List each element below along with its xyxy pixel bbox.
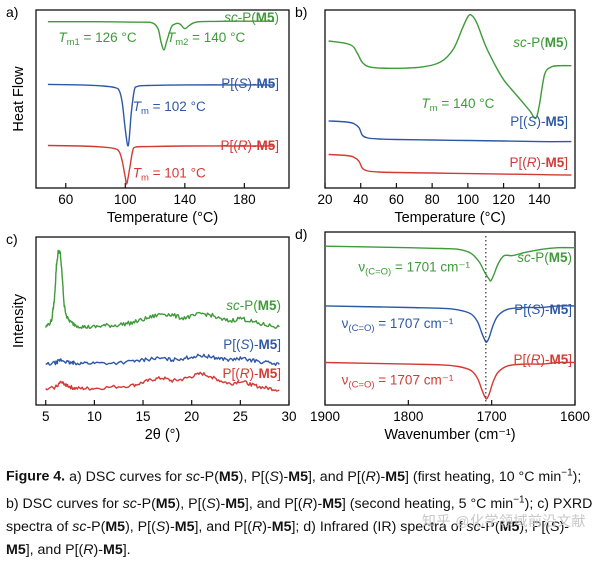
x-tick-label: 40: [353, 192, 368, 207]
annotation: Tm1 = 126 °C: [58, 30, 137, 48]
x-tick-label: 25: [233, 409, 248, 424]
annotation: ν(C=O) = 1701 cm⁻¹: [358, 259, 470, 277]
x-tick-label: 20: [317, 192, 332, 207]
x-tick-label: 15: [136, 409, 151, 424]
series-line-red: [324, 361, 576, 400]
series-line-blue: [324, 305, 576, 343]
x-tick-label: 1600: [560, 409, 590, 424]
legend-label-green: sc-P(M5): [513, 35, 568, 50]
annotation: Tm = 101 °C: [133, 165, 206, 183]
series-line-blue: [47, 83, 275, 147]
x-axis-label: Temperature (°C): [394, 210, 505, 226]
series-line-green: [47, 20, 275, 51]
panel-a: a) 60 100 140 180 Temperature (°C) Heat Flow sc…: [6, 4, 290, 226]
panel-c: c) 5 10 15 20 25 30 2θ (°) Intensity sc-P(M5) P[(S…: [6, 231, 297, 443]
legend-label-green: sc-P(M5): [224, 10, 279, 25]
x-tick-label: 30: [281, 409, 296, 424]
legend-label-blue: P[(S)-M5]: [510, 114, 568, 129]
series-line-green: [45, 249, 280, 330]
plot-frame: [35, 236, 290, 406]
panel-label: d): [295, 226, 307, 242]
panel-label: a): [6, 4, 18, 20]
x-tick-label: 5: [42, 409, 50, 424]
annotation: Tm = 140 °C: [421, 96, 494, 114]
series-line-blue: [328, 120, 572, 143]
annotation: Tm2 = 140 °C: [167, 30, 246, 48]
caption-text: a) DSC curves for sc-P(M5), P[(S)-M5], a…: [6, 467, 593, 559]
x-axis-label: Wavenumber (cm⁻¹): [384, 427, 515, 443]
legend-label-red: P[(R)-M5]: [509, 155, 568, 170]
legend-label-blue: P[(S)-M5]: [223, 337, 281, 352]
legend-label-blue: P[(S)-M5]: [514, 302, 572, 317]
panel-b: b) 20 40 60 80 100 120 140 Temperature (°C) sc-P(…: [295, 4, 576, 226]
plot-frame: [324, 231, 576, 406]
panel-label: c): [6, 231, 18, 247]
annotation: Tm = 102 °C: [133, 99, 206, 117]
x-tick-label: 20: [184, 409, 199, 424]
panel-label: b): [295, 4, 307, 20]
x-tick-label: 80: [425, 192, 440, 207]
x-tick-label: 100: [114, 192, 137, 207]
x-axis-label: Temperature (°C): [107, 210, 218, 226]
y-axis-label: Heat Flow: [11, 66, 27, 132]
annotation: ν(C=O) = 1707 cm⁻¹: [342, 316, 454, 334]
x-tick-label: 180: [233, 192, 256, 207]
annotation: ν(C=O) = 1707 cm⁻¹: [342, 373, 454, 391]
series-line-blue: [45, 353, 280, 367]
legend-label-blue: P[(S)-M5]: [221, 76, 279, 91]
legend-label-green: sc-P(M5): [517, 250, 572, 265]
x-tick-label: 1700: [477, 409, 507, 424]
x-tick-label: 120: [492, 192, 515, 207]
x-tick-label: 140: [174, 192, 197, 207]
x-tick-label: 100: [457, 192, 480, 207]
figure-caption: Figure 4. a) DSC curves for sc-P(M5), P[…: [6, 461, 594, 562]
legend-label-red: P[(R)-M5]: [220, 138, 279, 153]
x-tick-label: 140: [528, 192, 551, 207]
watermark: 知乎 @化学领域前沿文献: [421, 513, 586, 529]
series-line-red: [45, 371, 280, 392]
y-axis-label: Intensity: [11, 293, 27, 348]
x-axis-label: 2θ (°): [145, 427, 181, 443]
plot-frame: [324, 9, 576, 189]
legend-label-green: sc-P(M5): [226, 298, 281, 313]
panel-d: d) 1900 1800 1700 1600 Wavenumber (cm⁻¹) sc-P(…: [295, 226, 590, 443]
plot-frame: [35, 9, 290, 189]
series-line-red: [47, 144, 275, 185]
series-line-green: [328, 13, 572, 120]
series-line-red: [328, 153, 572, 176]
x-tick-label: 60: [389, 192, 404, 207]
legend-label-red: P[(R)-M5]: [513, 352, 572, 367]
x-tick-label: 60: [58, 192, 73, 207]
figure-canvas: a) 60 100 140 180 Temperature (°C) Heat Flow sc…: [6, 4, 590, 443]
series-line-green: [324, 245, 576, 282]
x-tick-label: 1800: [393, 409, 423, 424]
legend-label-red: P[(R)-M5]: [222, 366, 281, 381]
caption-label: Figure 4.: [6, 468, 66, 485]
x-tick-label: 1900: [310, 409, 340, 424]
x-tick-label: 10: [87, 409, 102, 424]
